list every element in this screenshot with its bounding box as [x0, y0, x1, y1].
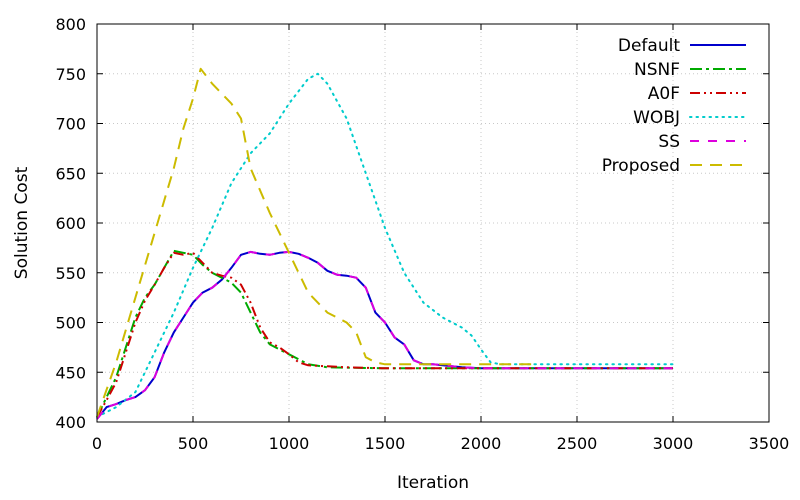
legend: Default NSNF A0F WOBJ SS Proposed [602, 36, 747, 176]
y-axis-label: Solution Cost [12, 166, 32, 279]
series-line-wobj [96, 72, 674, 418]
legend-label: Default [618, 36, 680, 56]
x-tick-label: 0 [92, 434, 102, 453]
x-axis-label: Iteration [397, 473, 469, 493]
y-tick-label: 700 [55, 115, 86, 134]
x-tick-label: 2000 [461, 434, 502, 453]
legend-label: WOBJ [633, 108, 680, 128]
x-tick-label: 2500 [557, 434, 598, 453]
legend-label: SS [658, 132, 680, 152]
x-tick-label: 1500 [365, 434, 406, 453]
y-tick-label: 600 [55, 214, 86, 233]
x-tick-label: 1000 [269, 434, 310, 453]
series-line-ss [96, 250, 673, 420]
y-tick-label: 800 [55, 15, 86, 34]
series-layer [96, 67, 674, 420]
y-tick-label: 400 [55, 413, 86, 432]
y-tick-label: 550 [55, 264, 86, 283]
x-tick-label: 500 [178, 434, 209, 453]
y-tick-label: 500 [55, 314, 86, 333]
grid-lines [97, 24, 769, 422]
x-tick-label: 3000 [653, 434, 694, 453]
legend-label: A0F [648, 84, 680, 104]
x-tick-label: 3500 [749, 434, 790, 453]
y-tick-label: 450 [55, 363, 86, 382]
y-tick-label: 650 [55, 164, 86, 183]
legend-label: NSNF [634, 60, 680, 80]
legend-label: Proposed [602, 156, 680, 176]
y-tick-label: 750 [55, 65, 86, 84]
series-line-proposed [96, 67, 539, 418]
axis-ticks: 0 500 1000 1500 2000 2500 3000 3500 400 450 500 550… [55, 15, 789, 453]
